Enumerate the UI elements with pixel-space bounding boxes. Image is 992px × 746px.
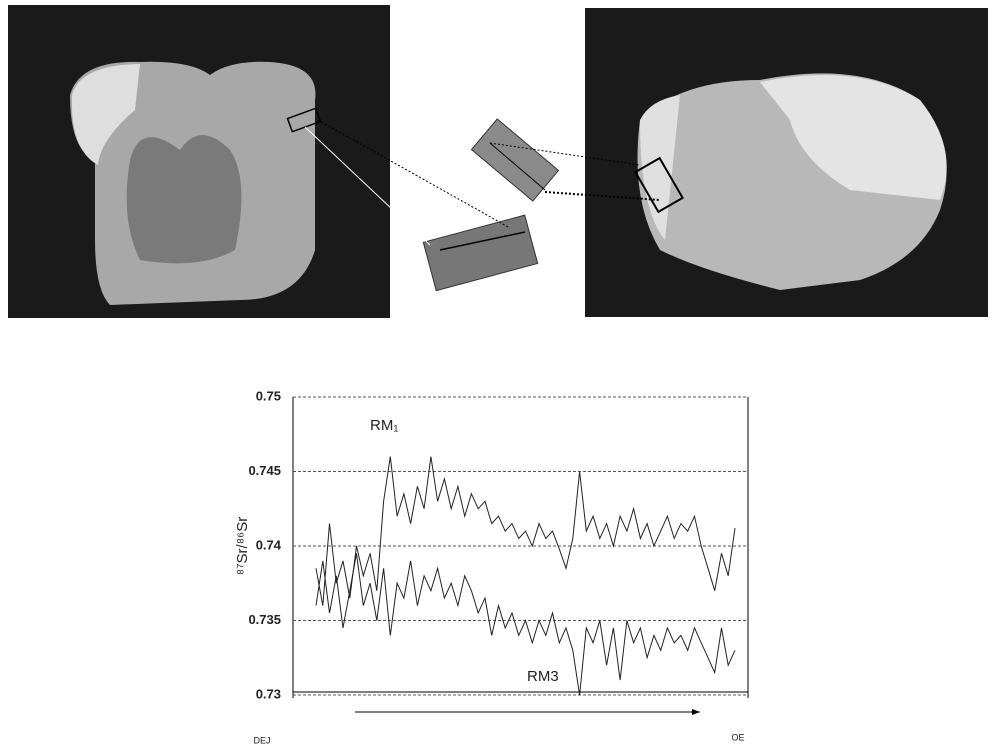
series-line (316, 457, 735, 606)
series-line (316, 553, 735, 695)
y-tick-label: 0.735 (248, 612, 281, 627)
figure: ⁸⁷Sr/⁸⁶Sr DEJ OE RM₁ RM3 0.75 0.745 0.74 0.… (0, 0, 992, 746)
chart-frame (293, 397, 748, 715)
y-tick-label: 0.745 (248, 463, 281, 478)
left-photo (8, 5, 390, 318)
right-photo (585, 8, 988, 317)
y-tick-label: 0.73 (256, 686, 281, 701)
y-tick-label: 0.75 (256, 388, 281, 403)
x-end-label: OE (731, 732, 744, 742)
series-label: RM3 (527, 668, 559, 685)
series-label: RM₁ (370, 417, 398, 434)
y-axis-label: ⁸⁷Sr/⁸⁶Sr (234, 517, 251, 575)
x-start-label: DEJ (253, 735, 270, 745)
y-tick-label: 0.74 (256, 537, 282, 552)
